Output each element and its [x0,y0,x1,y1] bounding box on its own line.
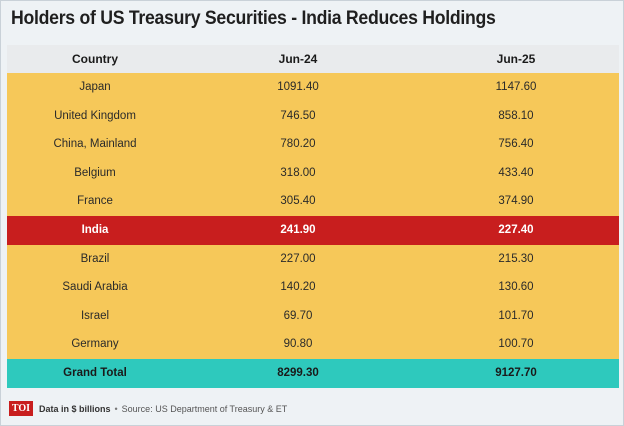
jun24-cell: 140.20 [280,281,316,294]
total-jun24-cell: 8299.30 [277,367,319,379]
table-row: United Kingdom 746.50 858.10 [7,101,619,130]
toi-logo: TOI [9,401,33,416]
unit-note: Data in $ billions [39,403,111,414]
table-row: France 305.40 374.90 [7,187,619,216]
jun25-cell: 130.60 [498,281,534,294]
country-cell: Saudi Arabia [62,281,128,294]
country-cell: Israel [80,309,110,322]
holdings-table: Country Jun-24 Jun-25 Japan 1091.40 1147… [7,45,619,388]
jun24-cell: 227.00 [280,252,316,265]
total-jun25-cell: 9127.70 [495,367,537,379]
jun25-cell: 101.70 [498,309,534,322]
table-row: Belgium 318.00 433.40 [7,158,619,187]
table-row: Japan 1091.40 1147.60 [7,73,619,102]
country-cell: Germany [71,338,119,351]
jun24-cell: 69.70 [283,309,313,322]
footer: TOI Data in $ billions • Source: US Depa… [9,401,287,416]
column-header-country: Country [72,52,118,66]
jun24-cell: 305.40 [280,195,316,208]
total-label-cell: Grand Total [63,367,127,379]
jun25-cell: 433.40 [498,166,534,179]
column-header-jun25: Jun-25 [496,52,536,66]
jun25-cell: 858.10 [498,109,534,122]
country-cell: India [81,224,109,236]
jun24-cell: 746.50 [280,109,316,122]
jun25-cell: 1147.60 [495,81,537,94]
table-row: Brazil 227.00 215.30 [7,244,619,273]
table-header-row: Country Jun-24 Jun-25 [7,45,619,73]
table-row: Israel 69.70 101.70 [7,301,619,330]
country-cell: Japan [79,81,111,94]
country-cell: Brazil [80,252,110,265]
jun24-cell: 1091.40 [277,81,319,94]
jun24-cell: 90.80 [283,338,313,351]
jun25-cell: 227.40 [498,224,534,236]
separator-dot: • [114,403,118,414]
country-cell: United Kingdom [54,109,136,122]
page-title: Holders of US Treasury Securities - Indi… [11,8,496,29]
jun24-cell: 241.90 [280,224,316,236]
table-total-row: Grand Total 8299.30 9127.70 [7,358,619,388]
jun24-cell: 318.00 [280,166,316,179]
jun25-cell: 100.70 [498,338,534,351]
table-row: Germany 90.80 100.70 [7,330,619,359]
country-cell: China, Mainland [53,138,137,151]
table-row: China, Mainland 780.20 756.40 [7,130,619,159]
table-row-highlighted: India 241.90 227.40 [7,215,619,245]
table-row: Saudi Arabia 140.20 130.60 [7,273,619,302]
jun25-cell: 215.30 [498,252,534,265]
column-header-jun24: Jun-24 [278,52,318,66]
jun24-cell: 780.20 [280,138,316,151]
source-note: Source: US Department of Treasury & ET [121,403,288,414]
country-cell: France [77,195,113,208]
jun25-cell: 756.40 [498,138,534,151]
jun25-cell: 374.90 [498,195,534,208]
country-cell: Belgium [74,166,116,179]
